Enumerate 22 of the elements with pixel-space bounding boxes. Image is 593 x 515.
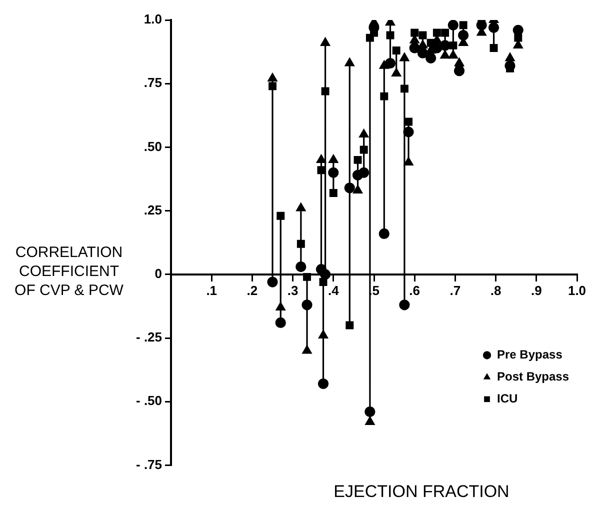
legend-label: Post Bypass [497,370,570,384]
x-axis-title: EJECTION FRACTION [332,482,510,502]
x-tick-label: .3 [287,282,298,298]
legend-label: ICU [497,392,518,406]
x-tick-label: .4 [328,282,340,298]
y-tick-label: .25 [144,202,162,218]
x-tick-label: .9 [530,282,542,298]
x-tick-label: .8 [490,282,502,298]
y-axis-title: CORRELATION COEFFICIENT OF CVP & PCW [14,243,124,300]
x-tick-label: .7 [450,282,461,298]
y-tick-label: .75 [144,75,162,90]
y-tick-label: - .25 [136,330,162,345]
x-tick-label: .1 [206,282,218,298]
x-tick-label: 1.0 [568,282,586,298]
y-tick-label: - .50 [136,393,162,408]
y-tick-label: .50 [144,138,162,154]
y-tick-label: 0 [154,266,162,281]
x-tick-label: .6 [409,282,420,298]
legend-label: Pre Bypass [497,348,563,362]
y-tick-label: - .75 [136,456,162,472]
x-tick-label: .2 [246,282,258,298]
y-tick-label: 1.0 [144,12,162,27]
